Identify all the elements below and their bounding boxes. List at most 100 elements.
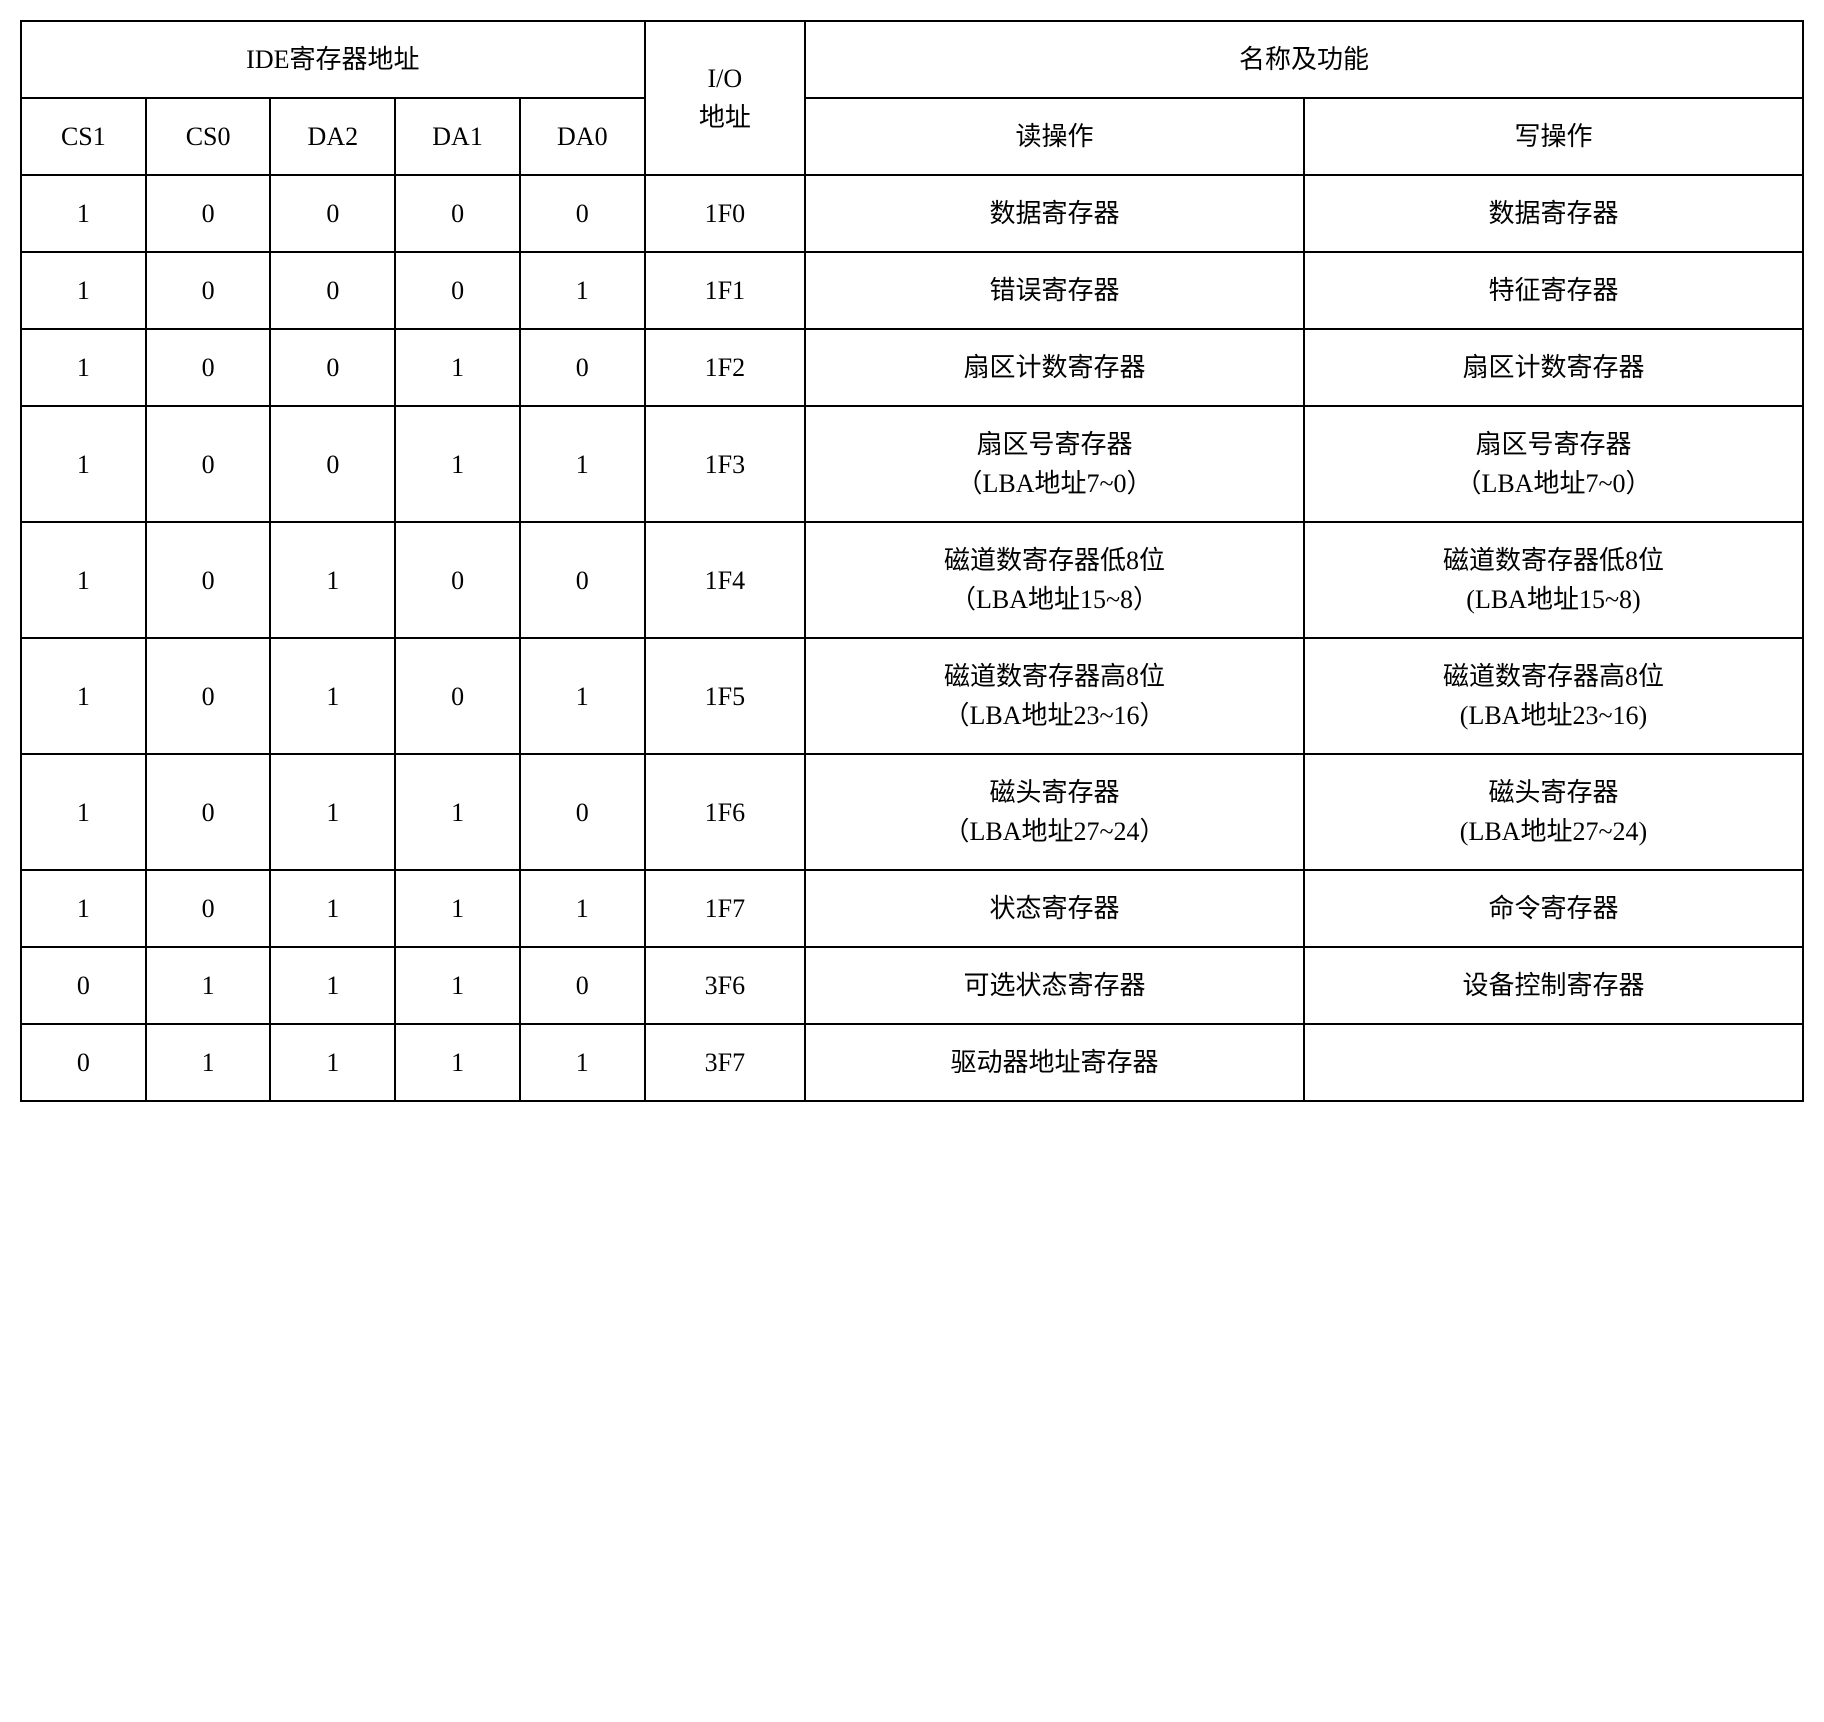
header-da1: DA1 <box>395 98 520 175</box>
cell-da0: 0 <box>520 947 645 1024</box>
cell-io: 1F5 <box>645 638 805 754</box>
cell-write: 数据寄存器 <box>1304 175 1803 252</box>
cell-cs0: 1 <box>146 947 271 1024</box>
header-ide-addr: IDE寄存器地址 <box>21 21 645 98</box>
header-row-2: CS1 CS0 DA2 DA1 DA0 读操作 写操作 <box>21 98 1803 175</box>
table-row: 1 0 0 0 1 1F1 错误寄存器 特征寄存器 <box>21 252 1803 329</box>
cell-io: 1F0 <box>645 175 805 252</box>
header-name-func: 名称及功能 <box>805 21 1803 98</box>
cell-read: 驱动器地址寄存器 <box>805 1024 1304 1101</box>
cell-da0: 1 <box>520 638 645 754</box>
cell-cs1: 1 <box>21 522 146 638</box>
cell-da1: 1 <box>395 870 520 947</box>
cell-cs1: 1 <box>21 638 146 754</box>
cell-cs0: 0 <box>146 175 271 252</box>
cell-read: 磁道数寄存器高8位（LBA地址23~16） <box>805 638 1304 754</box>
cell-da2: 1 <box>270 947 395 1024</box>
cell-da0: 0 <box>520 754 645 870</box>
cell-da2: 1 <box>270 870 395 947</box>
cell-da2: 1 <box>270 638 395 754</box>
cell-da1: 0 <box>395 175 520 252</box>
header-io-addr: I/O地址 <box>645 21 805 175</box>
cell-write: 磁道数寄存器高8位(LBA地址23~16) <box>1304 638 1803 754</box>
header-row-1: IDE寄存器地址 I/O地址 名称及功能 <box>21 21 1803 98</box>
table-row: 0 1 1 1 1 3F7 驱动器地址寄存器 <box>21 1024 1803 1101</box>
cell-cs0: 0 <box>146 406 271 522</box>
header-cs1: CS1 <box>21 98 146 175</box>
ide-register-table: IDE寄存器地址 I/O地址 名称及功能 CS1 CS0 DA2 DA1 DA0… <box>20 20 1804 1102</box>
cell-da2: 1 <box>270 522 395 638</box>
cell-da1: 0 <box>395 522 520 638</box>
cell-write: 磁头寄存器(LBA地址27~24) <box>1304 754 1803 870</box>
cell-da0: 1 <box>520 870 645 947</box>
cell-da0: 1 <box>520 406 645 522</box>
table-row: 1 0 1 0 0 1F4 磁道数寄存器低8位（LBA地址15~8） 磁道数寄存… <box>21 522 1803 638</box>
cell-da2: 0 <box>270 406 395 522</box>
header-read-op: 读操作 <box>805 98 1304 175</box>
cell-read: 数据寄存器 <box>805 175 1304 252</box>
cell-cs0: 0 <box>146 870 271 947</box>
cell-cs1: 1 <box>21 754 146 870</box>
cell-write: 命令寄存器 <box>1304 870 1803 947</box>
cell-write: 扇区计数寄存器 <box>1304 329 1803 406</box>
cell-write: 扇区号寄存器（LBA地址7~0） <box>1304 406 1803 522</box>
cell-write: 特征寄存器 <box>1304 252 1803 329</box>
cell-da1: 0 <box>395 638 520 754</box>
cell-write: 设备控制寄存器 <box>1304 947 1803 1024</box>
cell-io: 3F7 <box>645 1024 805 1101</box>
cell-da2: 1 <box>270 754 395 870</box>
table-row: 1 0 1 1 1 1F7 状态寄存器 命令寄存器 <box>21 870 1803 947</box>
cell-da2: 0 <box>270 329 395 406</box>
cell-read: 可选状态寄存器 <box>805 947 1304 1024</box>
cell-cs1: 0 <box>21 1024 146 1101</box>
table-row: 1 0 0 0 0 1F0 数据寄存器 数据寄存器 <box>21 175 1803 252</box>
cell-io: 1F1 <box>645 252 805 329</box>
cell-cs0: 1 <box>146 1024 271 1101</box>
cell-da1: 1 <box>395 947 520 1024</box>
cell-cs0: 0 <box>146 522 271 638</box>
cell-da2: 0 <box>270 175 395 252</box>
cell-cs1: 1 <box>21 252 146 329</box>
cell-cs1: 1 <box>21 329 146 406</box>
cell-cs1: 0 <box>21 947 146 1024</box>
cell-da1: 1 <box>395 406 520 522</box>
cell-io: 1F3 <box>645 406 805 522</box>
header-write-op: 写操作 <box>1304 98 1803 175</box>
cell-da1: 0 <box>395 252 520 329</box>
cell-write <box>1304 1024 1803 1101</box>
cell-io: 1F6 <box>645 754 805 870</box>
cell-da1: 1 <box>395 754 520 870</box>
header-cs0: CS0 <box>146 98 271 175</box>
cell-da0: 1 <box>520 1024 645 1101</box>
cell-da1: 1 <box>395 329 520 406</box>
cell-io: 3F6 <box>645 947 805 1024</box>
cell-cs1: 1 <box>21 870 146 947</box>
cell-cs0: 0 <box>146 329 271 406</box>
cell-cs0: 0 <box>146 252 271 329</box>
cell-read: 扇区号寄存器（LBA地址7~0） <box>805 406 1304 522</box>
cell-read: 磁头寄存器（LBA地址27~24） <box>805 754 1304 870</box>
cell-cs1: 1 <box>21 175 146 252</box>
cell-da2: 0 <box>270 252 395 329</box>
cell-read: 错误寄存器 <box>805 252 1304 329</box>
cell-da0: 0 <box>520 175 645 252</box>
cell-io: 1F2 <box>645 329 805 406</box>
header-da2: DA2 <box>270 98 395 175</box>
header-da0: DA0 <box>520 98 645 175</box>
cell-io: 1F7 <box>645 870 805 947</box>
table-row: 0 1 1 1 0 3F6 可选状态寄存器 设备控制寄存器 <box>21 947 1803 1024</box>
cell-cs0: 0 <box>146 638 271 754</box>
cell-write: 磁道数寄存器低8位(LBA地址15~8) <box>1304 522 1803 638</box>
table-row: 1 0 0 1 1 1F3 扇区号寄存器（LBA地址7~0） 扇区号寄存器（LB… <box>21 406 1803 522</box>
cell-da0: 1 <box>520 252 645 329</box>
cell-da1: 1 <box>395 1024 520 1101</box>
cell-da0: 0 <box>520 522 645 638</box>
cell-read: 磁道数寄存器低8位（LBA地址15~8） <box>805 522 1304 638</box>
cell-read: 扇区计数寄存器 <box>805 329 1304 406</box>
table-row: 1 0 0 1 0 1F2 扇区计数寄存器 扇区计数寄存器 <box>21 329 1803 406</box>
table-row: 1 0 1 1 0 1F6 磁头寄存器（LBA地址27~24） 磁头寄存器(LB… <box>21 754 1803 870</box>
cell-da0: 0 <box>520 329 645 406</box>
cell-da2: 1 <box>270 1024 395 1101</box>
table-body: 1 0 0 0 0 1F0 数据寄存器 数据寄存器 1 0 0 0 1 1F1 … <box>21 175 1803 1101</box>
cell-io: 1F4 <box>645 522 805 638</box>
